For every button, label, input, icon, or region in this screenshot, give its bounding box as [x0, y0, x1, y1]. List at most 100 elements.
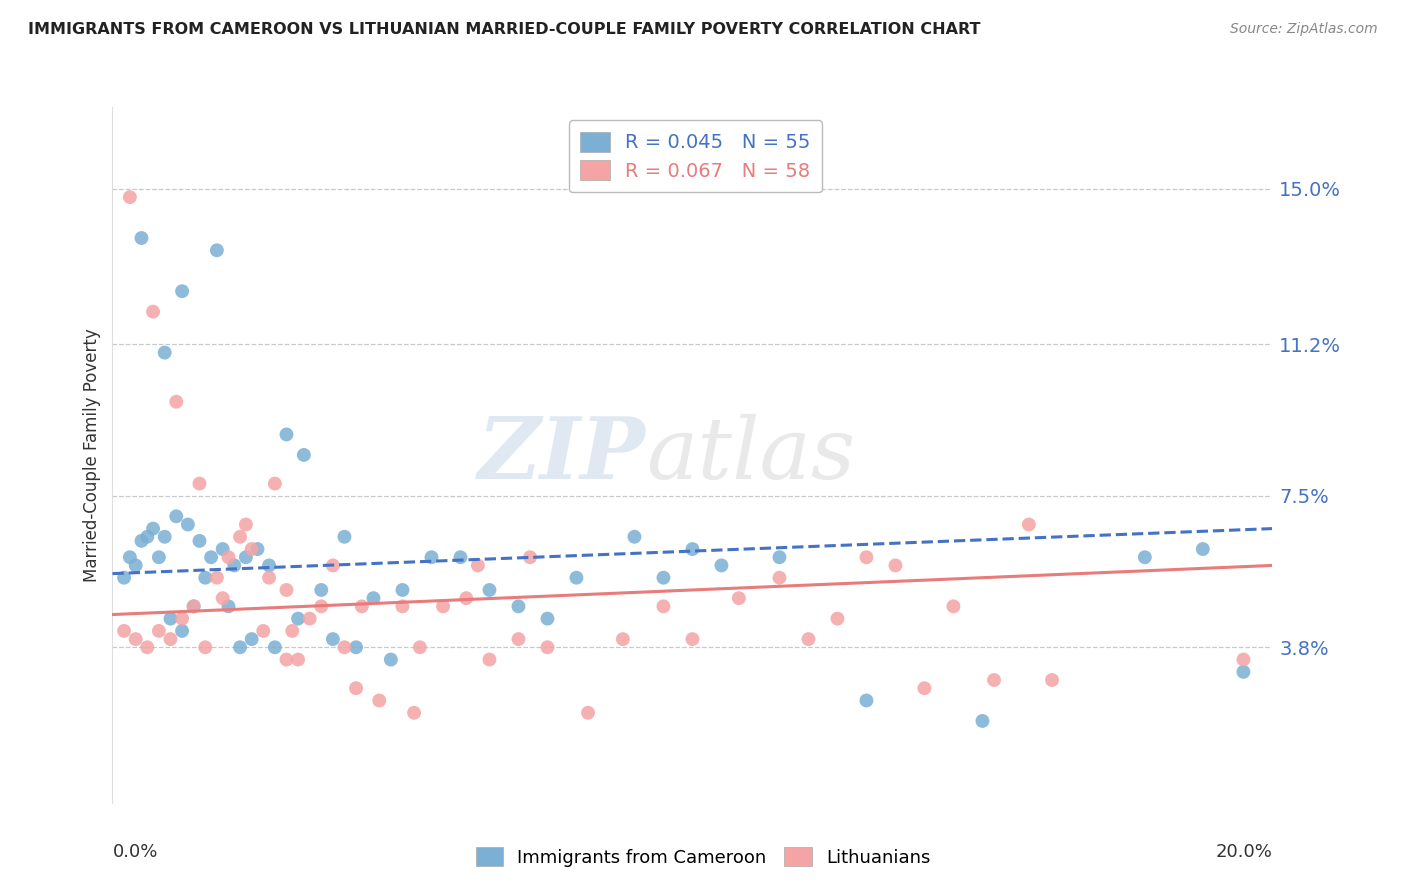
Point: [276, 652, 298, 666]
Point: [183, 599, 205, 614]
Point: [153, 345, 176, 359]
Point: [1133, 550, 1156, 565]
Point: [576, 706, 599, 720]
Point: [240, 632, 263, 646]
Point: [309, 599, 333, 614]
Point: [391, 599, 413, 614]
Point: [159, 632, 181, 646]
Point: [322, 558, 344, 573]
Point: [404, 706, 426, 720]
Point: [409, 640, 432, 655]
Point: [768, 571, 790, 585]
Point: [983, 673, 1005, 687]
Point: [136, 530, 159, 544]
Text: 20.0%: 20.0%: [1216, 843, 1272, 861]
Point: [194, 571, 217, 585]
Point: [281, 624, 304, 638]
Point: [118, 550, 141, 565]
Point: [224, 558, 246, 573]
Point: [240, 542, 263, 557]
Point: [124, 558, 148, 573]
Point: [333, 640, 356, 655]
Point: [159, 612, 181, 626]
Point: [432, 599, 454, 614]
Point: [211, 542, 233, 557]
Point: [682, 632, 704, 646]
Point: [652, 571, 675, 585]
Point: [728, 591, 751, 606]
Point: [710, 558, 733, 573]
Point: [914, 681, 936, 696]
Point: [188, 533, 211, 548]
Point: [165, 394, 187, 409]
Point: [972, 714, 994, 728]
Point: [391, 582, 413, 597]
Point: [1018, 517, 1040, 532]
Text: ZIP: ZIP: [478, 413, 647, 497]
Point: [235, 517, 257, 532]
Point: [508, 599, 530, 614]
Point: [420, 550, 443, 565]
Point: [142, 304, 165, 318]
Point: [131, 533, 153, 548]
Point: [322, 632, 344, 646]
Point: [124, 632, 148, 646]
Point: [344, 681, 367, 696]
Point: [380, 652, 402, 666]
Point: [142, 522, 165, 536]
Point: [211, 591, 233, 606]
Point: [478, 582, 501, 597]
Point: [276, 427, 298, 442]
Point: [235, 550, 257, 565]
Point: [153, 530, 176, 544]
Point: [344, 640, 367, 655]
Point: [309, 582, 333, 597]
Point: [467, 558, 489, 573]
Point: [177, 517, 200, 532]
Text: atlas: atlas: [647, 414, 855, 496]
Point: [112, 624, 135, 638]
Point: [118, 190, 141, 204]
Point: [768, 550, 790, 565]
Point: [205, 244, 228, 258]
Point: [183, 599, 205, 614]
Point: [172, 612, 194, 626]
Text: Source: ZipAtlas.com: Source: ZipAtlas.com: [1230, 22, 1378, 37]
Point: [682, 542, 704, 557]
Point: [148, 624, 170, 638]
Point: [264, 640, 287, 655]
Text: IMMIGRANTS FROM CAMEROON VS LITHUANIAN MARRIED-COUPLE FAMILY POVERTY CORRELATION: IMMIGRANTS FROM CAMEROON VS LITHUANIAN M…: [28, 22, 980, 37]
Point: [478, 652, 501, 666]
Y-axis label: Married-Couple Family Poverty: Married-Couple Family Poverty: [83, 328, 101, 582]
Point: [252, 624, 274, 638]
Point: [298, 612, 321, 626]
Point: [165, 509, 187, 524]
Point: [363, 591, 385, 606]
Point: [148, 550, 170, 565]
Point: [884, 558, 907, 573]
Point: [450, 550, 472, 565]
Point: [797, 632, 820, 646]
Point: [1040, 673, 1063, 687]
Point: [200, 550, 222, 565]
Point: [456, 591, 478, 606]
Point: [246, 542, 269, 557]
Point: [131, 231, 153, 245]
Point: [188, 476, 211, 491]
Point: [1232, 652, 1254, 666]
Point: [172, 284, 194, 298]
Point: [1232, 665, 1254, 679]
Point: [229, 640, 252, 655]
Point: [287, 652, 309, 666]
Point: [205, 571, 228, 585]
Legend: Immigrants from Cameroon, Lithuanians: Immigrants from Cameroon, Lithuanians: [468, 840, 938, 874]
Point: [855, 550, 877, 565]
Point: [257, 558, 280, 573]
Point: [652, 599, 675, 614]
Point: [612, 632, 634, 646]
Point: [368, 693, 391, 707]
Point: [218, 599, 240, 614]
Point: [218, 550, 240, 565]
Point: [287, 612, 309, 626]
Point: [172, 624, 194, 638]
